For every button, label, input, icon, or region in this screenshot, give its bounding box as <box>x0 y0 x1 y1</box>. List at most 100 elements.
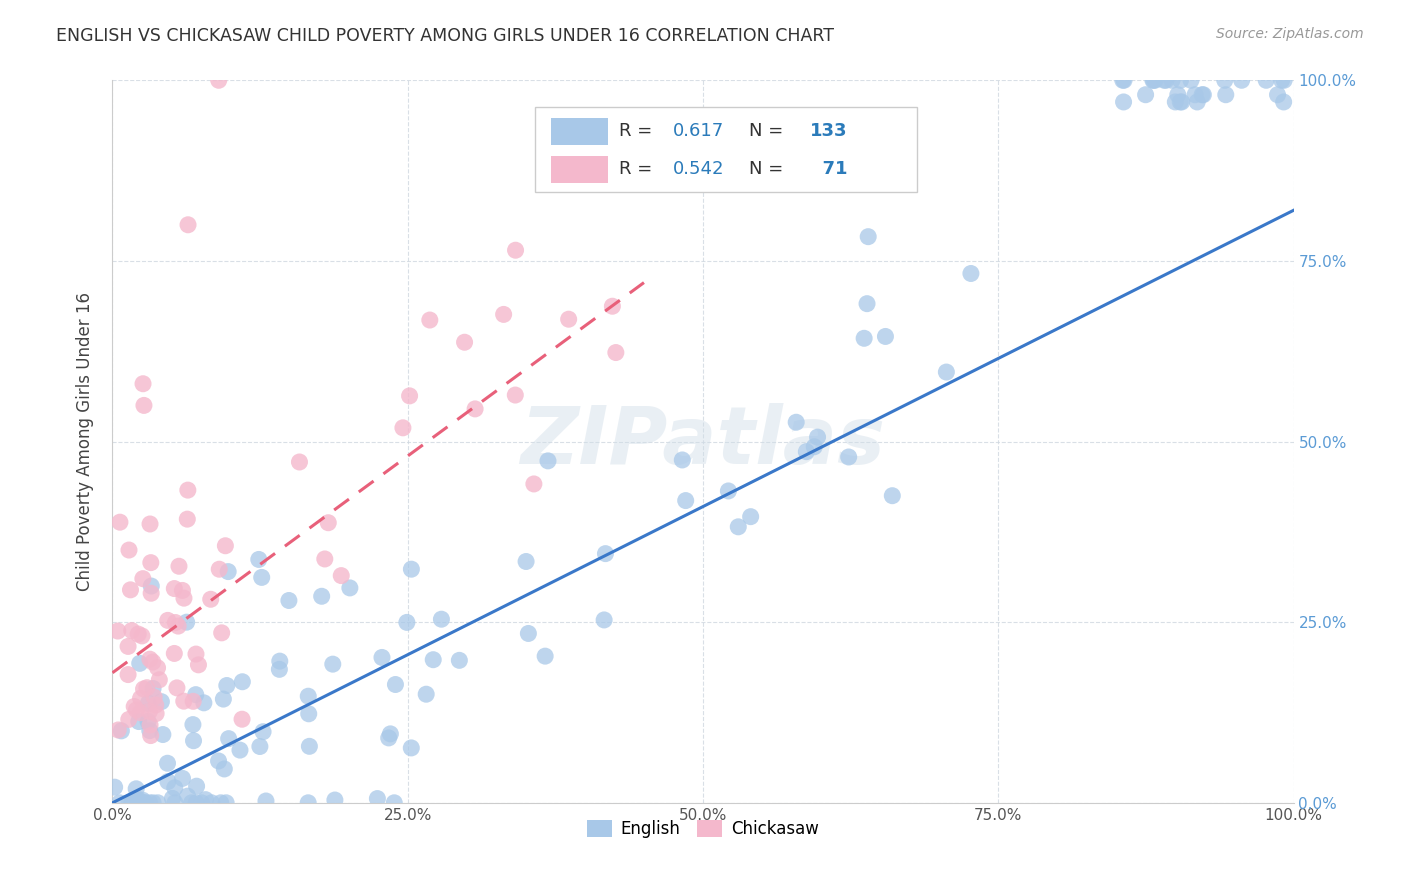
Point <box>371 650 394 665</box>
Point <box>208 73 231 87</box>
Point <box>211 625 233 640</box>
Point <box>882 489 904 503</box>
Point <box>515 554 537 568</box>
Point <box>382 796 405 810</box>
Point <box>229 743 252 757</box>
Point <box>366 791 388 805</box>
Point <box>176 512 198 526</box>
Y-axis label: Child Poverty Among Girls Under 16: Child Poverty Among Girls Under 16 <box>76 292 94 591</box>
Point <box>1215 87 1237 102</box>
Point <box>517 626 540 640</box>
Point <box>1192 87 1215 102</box>
Point <box>148 673 170 687</box>
Point <box>156 756 179 771</box>
Point <box>183 733 205 747</box>
Point <box>1112 95 1135 109</box>
Point <box>142 655 165 669</box>
Point <box>117 640 139 654</box>
Point <box>593 613 616 627</box>
Point <box>134 796 156 810</box>
Point <box>129 706 152 720</box>
Point <box>146 661 169 675</box>
Point <box>254 794 277 808</box>
Point <box>118 713 141 727</box>
Point <box>163 582 186 596</box>
Point <box>181 717 204 731</box>
Point <box>186 796 208 810</box>
Point <box>288 455 311 469</box>
Point <box>1256 73 1278 87</box>
Point <box>1143 73 1166 87</box>
Point <box>139 652 162 666</box>
Point <box>602 299 624 313</box>
Point <box>277 593 299 607</box>
Point <box>675 493 697 508</box>
Point <box>152 727 174 741</box>
Point <box>419 313 441 327</box>
Point <box>505 244 527 258</box>
Point <box>127 792 149 806</box>
Point <box>252 724 274 739</box>
Point <box>1112 73 1135 87</box>
Point <box>107 723 129 737</box>
Point <box>415 687 437 701</box>
Point <box>186 779 208 793</box>
Point <box>163 780 186 795</box>
Point <box>215 679 238 693</box>
Point <box>108 515 131 529</box>
Point <box>163 647 186 661</box>
Point <box>118 796 141 810</box>
Point <box>173 591 195 606</box>
Point <box>401 562 423 576</box>
Point <box>740 509 762 524</box>
Point <box>298 706 321 721</box>
Point <box>395 615 418 630</box>
Point <box>163 796 186 810</box>
Point <box>165 615 187 630</box>
Point <box>200 592 222 607</box>
Point <box>1271 73 1294 87</box>
Point <box>1191 87 1213 102</box>
Point <box>214 762 236 776</box>
Point <box>785 415 807 429</box>
Point <box>384 677 406 691</box>
Point <box>184 647 207 661</box>
Point <box>181 694 204 708</box>
Point <box>231 674 253 689</box>
Point <box>184 688 207 702</box>
Text: 133: 133 <box>810 122 848 140</box>
Point <box>207 754 229 768</box>
Point <box>534 649 557 664</box>
Point <box>150 695 173 709</box>
Point <box>136 714 159 729</box>
Point <box>314 552 336 566</box>
Point <box>430 612 453 626</box>
Point <box>190 796 212 810</box>
Point <box>401 740 423 755</box>
Point <box>838 450 860 464</box>
Point <box>392 421 415 435</box>
Point <box>121 796 143 810</box>
Point <box>131 629 153 643</box>
Point <box>118 543 141 558</box>
Point <box>121 624 143 638</box>
Point <box>132 398 155 412</box>
Point <box>537 454 560 468</box>
Point <box>162 791 184 805</box>
Point <box>960 267 983 281</box>
Point <box>127 627 149 641</box>
Point <box>208 562 231 576</box>
Point <box>127 793 149 807</box>
Point <box>200 796 222 810</box>
Point <box>139 796 162 810</box>
Point <box>322 657 344 672</box>
Point <box>177 218 200 232</box>
Point <box>339 581 361 595</box>
Point <box>187 657 209 672</box>
Point <box>122 699 145 714</box>
Point <box>557 312 579 326</box>
Point <box>1167 87 1189 102</box>
Point <box>107 624 129 638</box>
Bar <box>551 118 607 145</box>
Point <box>218 731 240 746</box>
